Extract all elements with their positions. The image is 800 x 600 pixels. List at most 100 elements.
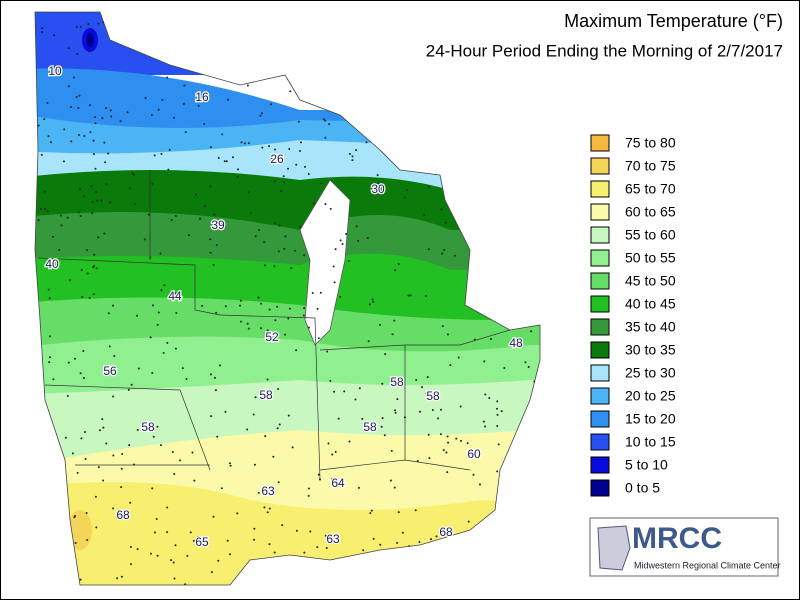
station-dot	[43, 190, 46, 193]
station-dot	[372, 537, 375, 540]
station-dot	[175, 312, 178, 315]
station-dot	[281, 524, 284, 527]
station-dot	[445, 451, 448, 454]
legend-swatch	[590, 456, 610, 474]
legend-swatch	[590, 180, 610, 198]
station-dot	[66, 394, 69, 397]
value-label: 68	[439, 525, 453, 539]
station-dot	[272, 455, 275, 458]
legend-swatch	[590, 226, 610, 244]
station-dot	[253, 527, 256, 530]
station-dot	[95, 267, 98, 270]
station-dot	[239, 304, 242, 307]
station-dot	[478, 483, 481, 486]
station-dot	[136, 548, 139, 551]
station-dot	[254, 396, 257, 399]
station-dot	[453, 254, 456, 257]
station-dot	[166, 76, 169, 79]
station-dot	[209, 238, 212, 241]
legend-label: 25 to 30	[625, 365, 676, 381]
legend-swatch	[590, 157, 610, 175]
station-dot	[210, 415, 213, 418]
station-dot	[166, 531, 169, 534]
station-dot	[263, 241, 266, 244]
station-dot	[339, 295, 342, 298]
station-dot	[243, 142, 246, 145]
station-dot	[263, 506, 266, 509]
station-dot	[184, 131, 187, 134]
station-dot	[62, 160, 65, 163]
station-dot	[276, 427, 279, 430]
station-dot	[247, 142, 250, 145]
station-dot	[171, 450, 174, 453]
value-label: 58	[426, 389, 440, 403]
station-dot	[394, 409, 397, 412]
station-dot	[172, 561, 175, 564]
station-dot	[328, 123, 331, 126]
station-dot	[131, 172, 134, 175]
station-dot	[159, 444, 162, 447]
station-dot	[79, 25, 82, 28]
station-dot	[425, 392, 428, 395]
lake-michigan	[299, 179, 351, 346]
station-dot	[247, 327, 250, 330]
station-dot	[378, 323, 381, 326]
station-dot	[500, 410, 503, 413]
station-dot	[90, 185, 93, 188]
station-dot	[214, 389, 217, 392]
station-dot	[130, 383, 133, 386]
logo-caption: Midwestern Regional Climate Center	[634, 560, 781, 570]
station-dot	[160, 152, 163, 155]
station-dot	[290, 267, 293, 270]
station-dot	[281, 156, 284, 159]
station-dot	[64, 436, 67, 439]
legend-swatch	[590, 364, 610, 382]
station-dot	[295, 349, 298, 352]
station-dot	[144, 97, 147, 100]
legend-swatch	[590, 341, 610, 359]
station-dot	[380, 425, 383, 428]
value-label: 48	[509, 336, 523, 350]
station-dot	[201, 304, 204, 307]
station-dot	[527, 366, 530, 369]
station-dot	[282, 175, 285, 178]
legend-swatch	[590, 134, 610, 152]
station-dot	[166, 341, 169, 344]
logo-map	[597, 525, 631, 571]
station-dot	[459, 405, 462, 408]
station-dot	[153, 154, 156, 157]
station-dot	[324, 136, 327, 139]
legend-swatch	[590, 295, 610, 313]
station-dot	[80, 269, 83, 272]
station-dot	[473, 338, 476, 341]
station-dot	[252, 413, 255, 416]
station-dot	[67, 361, 70, 364]
station-dot	[67, 85, 70, 88]
station-dot	[46, 210, 49, 213]
station-dot	[58, 248, 61, 251]
station-dot	[52, 378, 55, 381]
station-dot	[79, 187, 82, 190]
station-dot	[333, 281, 336, 284]
station-dot	[268, 308, 271, 311]
station-dot	[151, 487, 154, 490]
station-dot	[303, 307, 306, 310]
station-dot	[212, 263, 215, 266]
station-dot	[348, 440, 351, 443]
station-dot	[184, 583, 187, 585]
station-dot	[488, 397, 491, 400]
station-dot	[372, 300, 375, 303]
station-dot	[280, 190, 283, 193]
station-dot	[324, 203, 327, 206]
station-dot	[72, 76, 75, 79]
station-dot	[174, 215, 177, 218]
station-dot	[41, 30, 44, 33]
station-dot	[209, 251, 212, 254]
station-dot	[524, 361, 527, 364]
station-dot	[103, 232, 106, 235]
logo-name: MRCC	[632, 522, 722, 555]
station-dot	[109, 109, 112, 112]
station-dot	[394, 269, 397, 272]
station-dot	[151, 304, 154, 307]
station-dot	[104, 161, 107, 164]
